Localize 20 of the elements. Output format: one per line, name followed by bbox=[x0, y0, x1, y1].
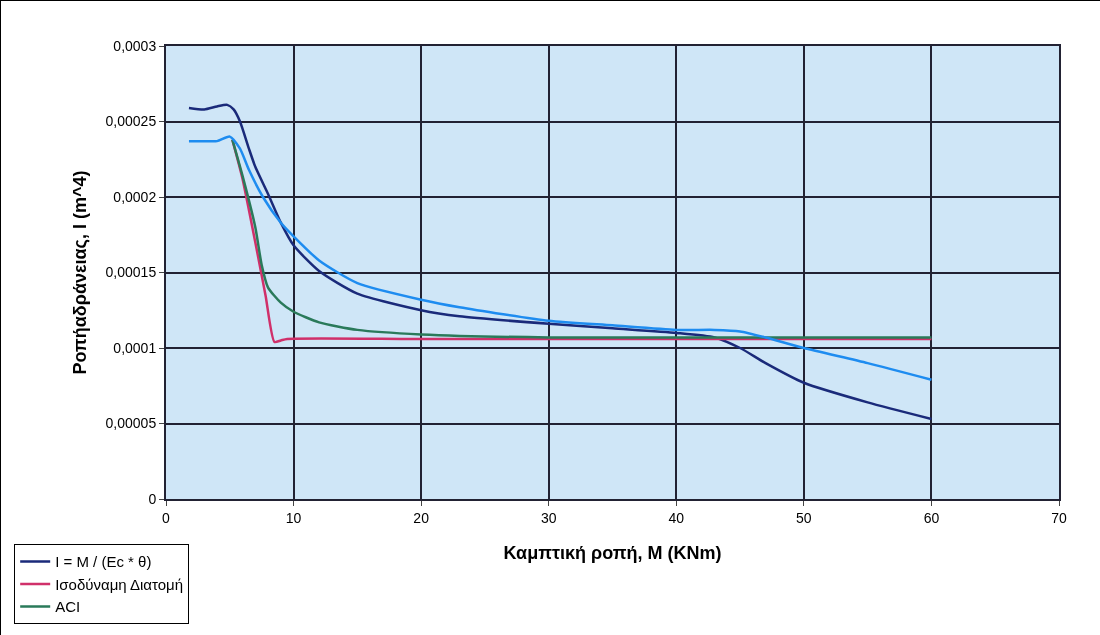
x-tick-label: 70 bbox=[1051, 509, 1067, 526]
y-tick-label: 0,0001 bbox=[113, 339, 157, 356]
x-tick-label: 50 bbox=[796, 509, 812, 526]
x-tick-label: 40 bbox=[668, 509, 685, 526]
y-tick-label: 0 bbox=[148, 490, 157, 507]
x-axis-title: Καμπτική ροπή, M (KNm) bbox=[503, 543, 722, 564]
x-tick-label: 30 bbox=[540, 509, 557, 526]
x-tick-label: 20 bbox=[413, 509, 430, 526]
y-tick-label: 0,00005 bbox=[105, 415, 157, 432]
x-tick-label: 60 bbox=[923, 509, 940, 526]
y-axis-title: Ροπήαδράνειας, I (m^4) bbox=[70, 170, 91, 375]
y-tick-label: 0,00015 bbox=[105, 264, 157, 281]
y-tick-label: 0,00025 bbox=[105, 113, 157, 130]
y-tick-label: 0,0003 bbox=[113, 37, 157, 54]
y-tick-label: 0,0002 bbox=[113, 188, 157, 205]
legend-label: Ισοδύναμη Διατομή bbox=[55, 575, 184, 593]
legend-label: I = M / (Ec * θ) bbox=[55, 553, 152, 571]
x-tick-label: 10 bbox=[285, 509, 302, 526]
x-tick-label: 0 bbox=[162, 509, 171, 526]
legend-label: ACI bbox=[55, 598, 81, 616]
